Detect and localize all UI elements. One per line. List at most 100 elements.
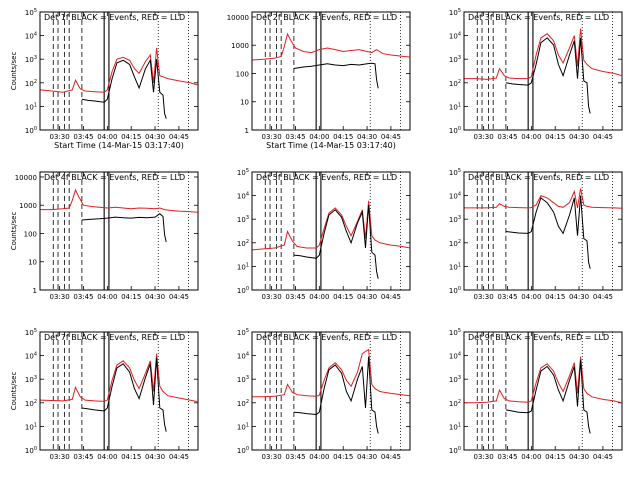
x-tick-label: 04:00 bbox=[309, 293, 329, 301]
chart-title: Det 8f BLACK = Events, RED = LLD bbox=[256, 333, 397, 342]
y-tick-label: 102 bbox=[449, 79, 461, 88]
y-tick-label: 100 bbox=[449, 126, 461, 135]
plot-frame bbox=[39, 11, 199, 131]
events-series-line bbox=[505, 37, 591, 114]
y-tick-label: 105 bbox=[237, 168, 249, 177]
x-axis-label: Start Time (14-Mar-15 03:17:40) bbox=[54, 141, 184, 150]
y-tick-label: 101 bbox=[449, 422, 461, 431]
lld-series-line bbox=[464, 356, 623, 404]
x-tick-label: 03:30 bbox=[50, 453, 70, 461]
x-tick-label: 03:45 bbox=[73, 453, 93, 461]
y-tick-label: 101 bbox=[449, 262, 461, 271]
y-tick-label: 101 bbox=[237, 422, 249, 431]
y-tick-label: 103 bbox=[25, 55, 37, 64]
x-tick-label: 04:45 bbox=[593, 293, 613, 301]
lld-series-line bbox=[252, 32, 411, 61]
x-tick-label: 04:00 bbox=[521, 453, 541, 461]
plot-frame bbox=[39, 331, 199, 451]
y-tick-label: 10000 bbox=[227, 14, 249, 22]
x-tick-label: 03:30 bbox=[262, 133, 282, 141]
x-tick-label: 04:30 bbox=[357, 133, 377, 141]
plot-frame bbox=[463, 11, 623, 131]
y-tick-label: 103 bbox=[449, 55, 461, 64]
y-tick-label: 1000 bbox=[19, 202, 37, 210]
y-tick-label: 10 bbox=[28, 259, 37, 267]
x-tick-label: 03:30 bbox=[474, 293, 494, 301]
x-tick-label: 04:15 bbox=[121, 453, 141, 461]
x-tick-label: 04:45 bbox=[593, 133, 613, 141]
y-tick-label: 105 bbox=[25, 8, 37, 17]
y-axis-label: Counts/sec bbox=[10, 52, 18, 91]
y-tick-label: 104 bbox=[449, 192, 461, 201]
x-tick-label: 03:30 bbox=[474, 453, 494, 461]
lld-series-line bbox=[252, 200, 411, 251]
x-tick-label: 03:45 bbox=[497, 453, 517, 461]
chart-panel-7: Det 7f BLACK = Events, RED = LLD 100 101 10… bbox=[10, 328, 199, 461]
y-axis-label: Counts/sec bbox=[10, 212, 18, 251]
events-series-line bbox=[293, 356, 379, 434]
events-series-line bbox=[81, 357, 167, 432]
x-tick-label: 03:45 bbox=[73, 293, 93, 301]
x-tick-label: 04:15 bbox=[545, 293, 565, 301]
y-tick-label: 100 bbox=[449, 446, 461, 455]
y-tick-label: 100 bbox=[236, 70, 249, 78]
y-tick-label: 103 bbox=[449, 375, 461, 384]
events-series-line bbox=[505, 359, 591, 434]
y-tick-label: 105 bbox=[237, 328, 249, 337]
chart-title: Det 5f BLACK = Events, RED = LLD bbox=[256, 173, 397, 182]
y-tick-label: 102 bbox=[449, 399, 461, 408]
y-tick-label: 10 bbox=[240, 99, 249, 107]
x-tick-label: 04:30 bbox=[145, 293, 165, 301]
events-series-line bbox=[505, 195, 591, 269]
x-tick-label: 03:45 bbox=[285, 133, 305, 141]
lld-series-line bbox=[464, 188, 623, 209]
chart-panel-3: Det 3f BLACK = Events, RED = LLD 100 101 10… bbox=[449, 8, 623, 141]
x-tick-label: 04:15 bbox=[545, 133, 565, 141]
events-series-line bbox=[293, 204, 379, 279]
chart-panel-4: Det 4f BLACK = Events, RED = LLD 1 10 100 10… bbox=[10, 171, 199, 301]
plot-frame bbox=[463, 171, 623, 291]
y-tick-label: 105 bbox=[449, 168, 461, 177]
chart-title: Det 3f BLACK = Events, RED = LLD bbox=[468, 13, 609, 22]
events-series-line bbox=[293, 62, 379, 89]
chart-panel-2: Det 2f BLACK = Events, RED = LLD 1 10 100 10… bbox=[227, 11, 411, 150]
x-axis-label: Start Time (14-Mar-15 03:17:40) bbox=[266, 141, 396, 150]
plot-frame bbox=[251, 331, 411, 451]
y-tick-label: 101 bbox=[237, 262, 249, 271]
chart-panel-8: Det 8f BLACK = Events, RED = LLD 100 101 10… bbox=[237, 328, 411, 461]
x-tick-label: 03:30 bbox=[262, 293, 282, 301]
y-tick-label: 102 bbox=[237, 399, 249, 408]
x-tick-label: 04:45 bbox=[593, 453, 613, 461]
x-tick-label: 04:30 bbox=[569, 133, 589, 141]
x-tick-label: 04:15 bbox=[121, 133, 141, 141]
x-tick-label: 04:00 bbox=[309, 453, 329, 461]
x-tick-label: 03:45 bbox=[285, 453, 305, 461]
x-tick-label: 03:45 bbox=[497, 293, 517, 301]
lld-series-line bbox=[464, 28, 623, 80]
x-tick-label: 04:15 bbox=[545, 453, 565, 461]
x-tick-label: 04:00 bbox=[97, 133, 117, 141]
x-tick-label: 04:00 bbox=[97, 293, 117, 301]
chart-title: Det 4f BLACK = Events, RED = LLD bbox=[44, 173, 185, 182]
y-tick-label: 103 bbox=[449, 215, 461, 224]
chart-title: Det 1f BLACK = Events, RED = LLD bbox=[44, 13, 185, 22]
x-tick-label: 04:30 bbox=[357, 453, 377, 461]
y-tick-label: 102 bbox=[449, 239, 461, 248]
lld-series-line bbox=[40, 47, 199, 93]
x-tick-label: 04:45 bbox=[381, 133, 401, 141]
y-tick-label: 103 bbox=[25, 375, 37, 384]
x-tick-label: 04:30 bbox=[569, 293, 589, 301]
y-tick-label: 100 bbox=[25, 126, 37, 135]
chart-title: Det 7f BLACK = Events, RED = LLD bbox=[44, 333, 185, 342]
y-tick-label: 100 bbox=[24, 230, 37, 238]
x-tick-label: 03:30 bbox=[262, 453, 282, 461]
plot-frame bbox=[251, 11, 411, 131]
y-tick-label: 104 bbox=[449, 352, 461, 361]
y-tick-label: 104 bbox=[25, 32, 37, 41]
chart-title: Det 2f BLACK = Events, RED = LLD bbox=[256, 13, 397, 22]
lld-series-line bbox=[252, 348, 411, 398]
y-tick-label: 105 bbox=[449, 328, 461, 337]
y-tick-label: 103 bbox=[237, 375, 249, 384]
y-tick-label: 101 bbox=[449, 102, 461, 111]
